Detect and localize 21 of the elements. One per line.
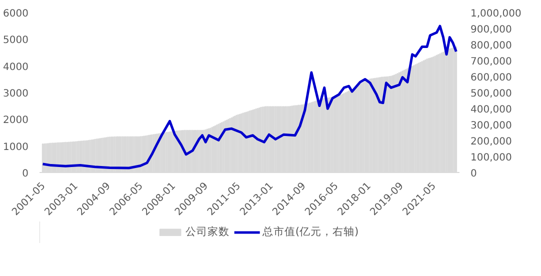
- y2-tick-label: 100,000: [470, 152, 512, 164]
- legend-label: 公司家数: [185, 225, 230, 239]
- y-tick-label: 2000: [3, 115, 29, 126]
- y-tick-label: 0: [22, 168, 29, 180]
- y2-tick-label: 400,000: [470, 104, 512, 116]
- y2-tick-label: 700,000: [470, 56, 512, 68]
- y2-tick-label: 0: [470, 168, 477, 180]
- y2-tick-label: 200,000: [470, 136, 512, 148]
- y2-tick-label: 800,000: [470, 40, 512, 52]
- y2-tick-label: 600,000: [470, 72, 512, 84]
- legend-label: 总市值(亿元，右轴): [262, 225, 359, 239]
- y2-tick-label: 1,000,000: [470, 8, 522, 20]
- y-tick-label: 5000: [3, 35, 29, 46]
- y-tick-label: 3000: [3, 88, 29, 100]
- y-tick-label: 6000: [3, 8, 29, 20]
- y2-tick-label: 300,000: [470, 120, 512, 132]
- y2-tick-label: 900,000: [470, 24, 512, 36]
- line-series: [42, 24, 458, 170]
- y2-tick-label: 500,000: [470, 88, 512, 100]
- y-tick-label: 1000: [3, 142, 29, 153]
- y-tick-label: 4000: [3, 62, 29, 73]
